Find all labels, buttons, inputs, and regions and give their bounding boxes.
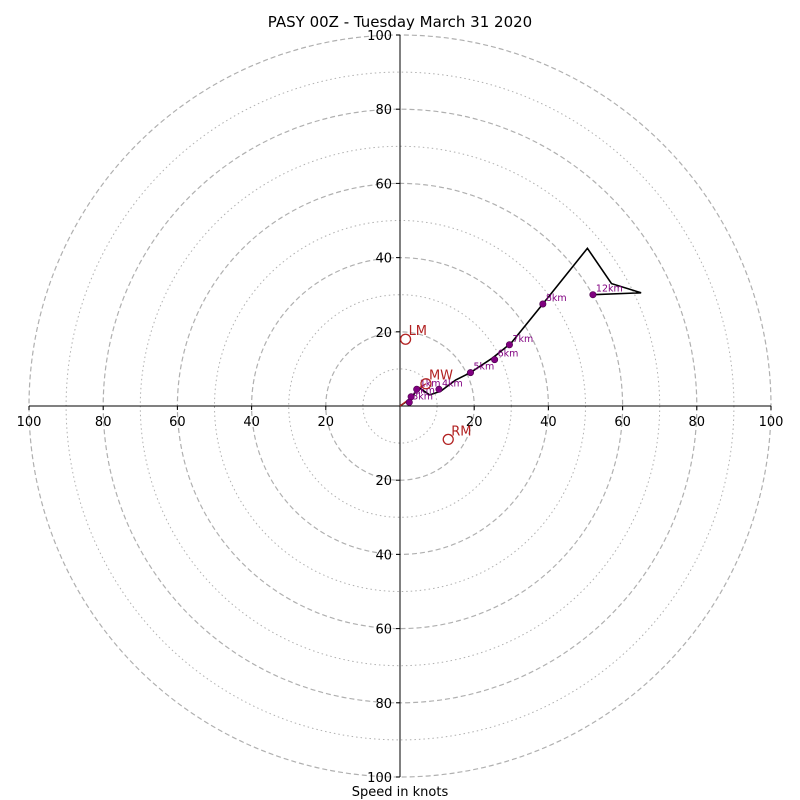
tick-label: 100 (367, 29, 392, 44)
height-marker-1km (413, 385, 421, 393)
tick-label: 40 (375, 252, 392, 267)
tick-label: 20 (466, 415, 483, 430)
storm-motion-markers: LM MW RM (399, 324, 471, 446)
storm-label-RM: RM (451, 424, 471, 439)
tick-label: 100 (367, 771, 392, 786)
x-axis-label: Speed in knots (352, 785, 449, 800)
tick-label: 80 (375, 103, 392, 118)
tick-label: 60 (614, 415, 631, 430)
tick-label: 20 (375, 326, 392, 341)
hodograph-trace (399, 246, 642, 407)
storm-marker-MW (420, 378, 432, 390)
tick-label: 80 (375, 697, 392, 712)
height-label-7km: 7km (512, 334, 533, 345)
tick-label: 40 (243, 415, 260, 430)
height-marker-5km (466, 369, 474, 377)
height-marker-7km (505, 341, 513, 349)
tick-label: 60 (375, 623, 392, 638)
height-label-1km: 1km (420, 378, 441, 389)
height-label-4km: 4km (442, 378, 463, 389)
tick-label: 80 (95, 415, 112, 430)
height-marker-12km (589, 291, 597, 299)
height-label-12km: 12km (596, 284, 623, 295)
tick-label: 60 (169, 415, 186, 430)
height-marker-3km (405, 398, 413, 406)
tick-label: 100 (759, 415, 784, 430)
tick-label: 20 (318, 415, 335, 430)
storm-label-MW: MW (429, 369, 453, 384)
height-label-8km: 8km (546, 293, 567, 304)
height-label-5km: 5km (473, 362, 494, 373)
height-marker-6km (491, 356, 499, 364)
storm-marker-LM (399, 333, 412, 345)
height-label-6km: 6km (498, 349, 519, 360)
storm-label-LM: LM (409, 324, 427, 339)
tick-labels: 20 20 20 20 40 40 40 40 60 60 60 60 80 80 80 80 100 100 10… (17, 29, 784, 786)
height-label-3km: 3km (412, 391, 433, 402)
tick-label: 60 (375, 177, 392, 192)
height-marker-4km (435, 385, 443, 393)
chart-title: PASY 00Z - Tuesday March 31 2020 (268, 13, 532, 31)
tick-label: 40 (375, 548, 392, 563)
tick-label: 20 (375, 474, 392, 489)
tick-label: 100 (17, 415, 42, 430)
height-label-2km: 2km (414, 386, 435, 397)
tick-label: 80 (689, 415, 706, 430)
height-marker-8km (539, 300, 547, 308)
storm-marker-RM (442, 433, 454, 446)
tick-label: 40 (540, 415, 557, 430)
